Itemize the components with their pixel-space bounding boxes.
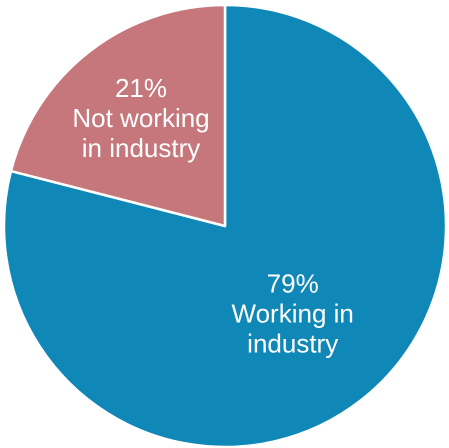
pie-slice-label-0: 79% Working in industry <box>232 268 354 358</box>
slices-layer <box>2 3 448 448</box>
pie-slice-category-line: Not working <box>72 103 209 133</box>
pie-slice-category-line: Working in <box>232 298 354 328</box>
pie-slice-category-line: industry <box>247 328 338 358</box>
pie-slice-percent: 21% <box>115 73 167 103</box>
pie-slice-1 <box>9 3 227 228</box>
pie-slice-label-1: 21% Not working in industry <box>72 73 209 163</box>
pie-slice-percent: 79% <box>267 268 319 298</box>
labels-layer: 79% Working in industry 21% Not working in in… <box>72 73 354 359</box>
pie-slice-category-line: in industry <box>82 133 201 163</box>
